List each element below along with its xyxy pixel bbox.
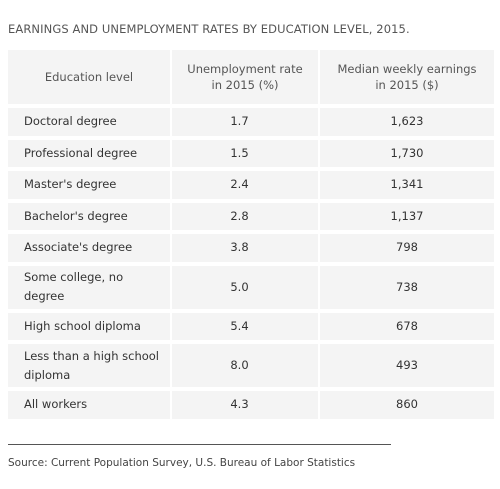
table-row: Doctoral degree 1.7 1,623 bbox=[8, 108, 494, 136]
cell-education-level: Associate's degree bbox=[8, 234, 172, 262]
header-median-earnings-line1: Median weekly earnings bbox=[337, 62, 477, 76]
cell-education-level: Some college, no degree bbox=[8, 265, 172, 309]
cell-median-earnings: 1,341 bbox=[320, 171, 494, 199]
cell-unemployment-rate: 1.7 bbox=[172, 108, 320, 136]
cell-education-level: Bachelor's degree bbox=[8, 202, 172, 230]
cell-education-level: All workers bbox=[8, 391, 172, 419]
table-row: Master's degree 2.4 1,341 bbox=[8, 171, 494, 199]
cell-median-earnings: 1,623 bbox=[320, 108, 494, 136]
cell-median-earnings: 1,730 bbox=[320, 139, 494, 167]
cell-median-earnings: 1,137 bbox=[320, 202, 494, 230]
cell-unemployment-rate: 2.4 bbox=[172, 171, 320, 199]
header-unemployment-rate-line1: Unemployment rate bbox=[187, 62, 303, 76]
header-unemployment-rate-line2: in 2015 (%) bbox=[211, 78, 279, 92]
cell-unemployment-rate: 1.5 bbox=[172, 139, 320, 167]
table-row: Associate's degree 3.8 798 bbox=[8, 234, 494, 262]
table-header-row: Education level Unemployment rate in 201… bbox=[8, 50, 494, 104]
table-row: Some college, no degree 5.0 738 bbox=[8, 265, 494, 309]
cell-education-level-line1: Less than a high school bbox=[24, 348, 160, 363]
cell-unemployment-rate: 3.8 bbox=[172, 234, 320, 262]
cell-unemployment-rate: 2.8 bbox=[172, 202, 320, 230]
cell-education-level: Less than a high school diploma bbox=[8, 344, 172, 387]
page-title: EARNINGS AND UNEMPLOYMENT RATES BY EDUCA… bbox=[8, 22, 410, 36]
table-row: High school diploma 5.4 678 bbox=[8, 312, 494, 340]
cell-unemployment-rate: 4.3 bbox=[172, 391, 320, 419]
table-row: Professional degree 1.5 1,730 bbox=[8, 139, 494, 167]
cell-education-level-line2: diploma bbox=[24, 367, 71, 382]
table-row: All workers 4.3 860 bbox=[8, 391, 494, 419]
cell-education-level: Doctoral degree bbox=[8, 108, 172, 136]
table-header: Education level Unemployment rate in 201… bbox=[8, 50, 494, 104]
cell-education-level: High school diploma bbox=[8, 312, 172, 340]
table-row: Bachelor's degree 2.8 1,137 bbox=[8, 202, 494, 230]
cell-unemployment-rate: 5.0 bbox=[172, 265, 320, 309]
source-note: Source: Current Population Survey, U.S. … bbox=[8, 457, 356, 469]
cell-education-level-line1: Some college, no bbox=[24, 270, 124, 284]
header-median-earnings-line2: in 2015 ($) bbox=[375, 78, 439, 92]
earnings-table: Education level Unemployment rate in 201… bbox=[8, 46, 494, 423]
cell-median-earnings: 738 bbox=[320, 265, 494, 309]
cell-median-earnings: 493 bbox=[320, 344, 494, 387]
cell-education-level-line2: degree bbox=[24, 289, 65, 303]
header-education-level-label: Education level bbox=[44, 70, 134, 84]
cell-education-level: Master's degree bbox=[8, 171, 172, 199]
earnings-table-container: Education level Unemployment rate in 201… bbox=[8, 46, 494, 423]
cell-education-level: Professional degree bbox=[8, 139, 172, 167]
header-median-earnings: Median weekly earnings in 2015 ($) bbox=[320, 50, 494, 104]
header-education-level: Education level bbox=[8, 50, 172, 104]
cell-median-earnings: 860 bbox=[320, 391, 494, 419]
table-body: Doctoral degree 1.7 1,623 Professional d… bbox=[8, 108, 494, 419]
table-row: Less than a high school diploma 8.0 493 bbox=[8, 344, 494, 387]
cell-unemployment-rate: 5.4 bbox=[172, 312, 320, 340]
cell-median-earnings: 798 bbox=[320, 234, 494, 262]
cell-median-earnings: 678 bbox=[320, 312, 494, 340]
footer-divider bbox=[8, 444, 391, 445]
header-unemployment-rate: Unemployment rate in 2015 (%) bbox=[172, 50, 320, 104]
cell-unemployment-rate: 8.0 bbox=[172, 344, 320, 387]
